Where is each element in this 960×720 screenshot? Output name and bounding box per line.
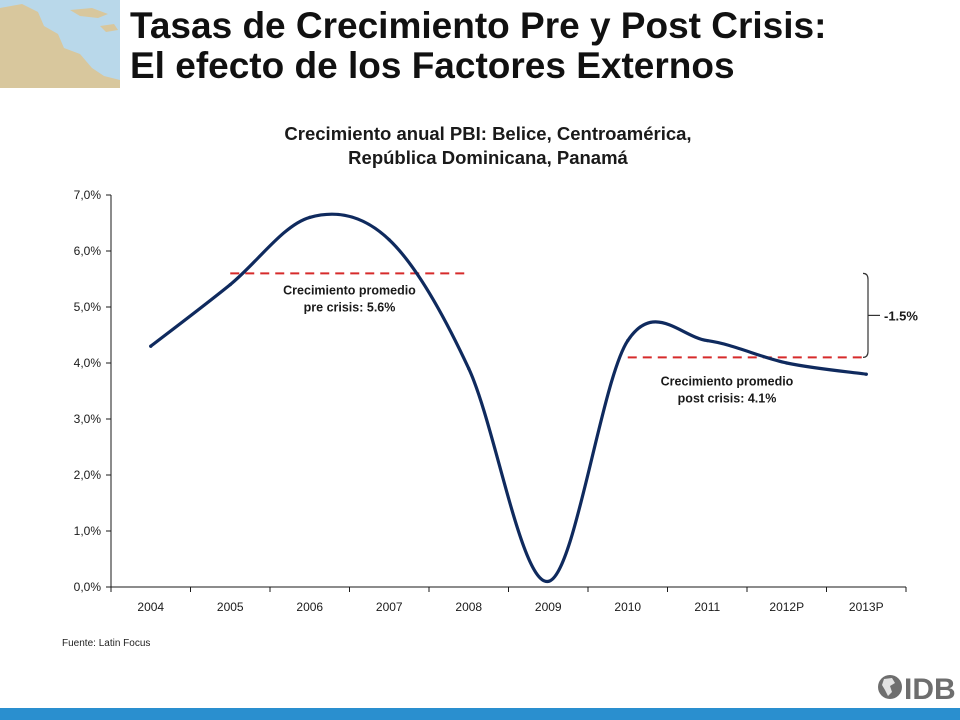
map-island [70,8,108,18]
series-point [387,238,391,242]
y-tick-label: 0,0% [74,580,102,594]
y-tick-label: 1,0% [74,524,102,538]
x-tick-label: 2010 [614,600,641,614]
x-tick-label: 2013P [849,600,884,614]
series-point [705,339,709,343]
y-tick-label: 7,0% [74,188,102,202]
series-point [467,367,471,371]
average-label-line-1: Crecimiento promedio [283,283,416,297]
average-label-line-2: pre crisis: 5.6% [304,300,396,314]
chart-title: Crecimiento anual PBI: Belice, Centroamé… [100,122,876,170]
x-tick-label: 2004 [137,600,164,614]
y-tick-label: 6,0% [74,244,102,258]
x-tick-label: 2007 [376,600,403,614]
series-point [864,372,868,376]
series-point [785,361,789,365]
x-tick-label: 2008 [455,600,482,614]
series-line [149,212,868,583]
map-island [100,24,118,32]
slide-title-line-1: Tasas de Crecimiento Pre y Post Crisis: [130,5,827,46]
average-label-line-2: post crisis: 4.1% [678,391,777,405]
average-label-line-1: Crecimiento promedio [661,374,794,388]
logo-text: IDB [904,673,956,704]
slide-title-line-2: El efecto de los Factores Externos [130,45,735,86]
difference-label: -1.5% [884,308,918,323]
x-tick-label: 2012P [769,600,804,614]
series-point [546,579,550,584]
idb-logo: IDB [878,673,956,704]
map-land [0,4,120,88]
y-tick-label: 4,0% [74,356,102,370]
source-note: Fuente: Latin Focus [62,638,151,649]
x-tick-label: 2005 [217,600,244,614]
chart-title-line-1: Crecimiento anual PBI: Belice, Centroamé… [284,123,692,144]
series-point [149,344,153,348]
y-tick-label: 3,0% [74,412,102,426]
x-tick-label: 2011 [694,600,720,614]
slide-title: Tasas de Crecimiento Pre y Post Crisis: … [130,6,826,86]
map-thumbnail [0,0,120,88]
difference-bracket [862,272,869,358]
series-point [308,215,312,219]
series-point [228,283,232,287]
y-tick-label: 5,0% [74,300,102,314]
series-point [626,339,630,343]
chart-title-line-2: República Dominicana, Panamá [348,147,628,168]
y-tick-label: 2,0% [74,468,102,482]
globe-continents [882,678,895,696]
bottom-bar [0,708,960,720]
x-tick-label: 2009 [535,600,562,614]
x-tick-label: 2006 [296,600,323,614]
